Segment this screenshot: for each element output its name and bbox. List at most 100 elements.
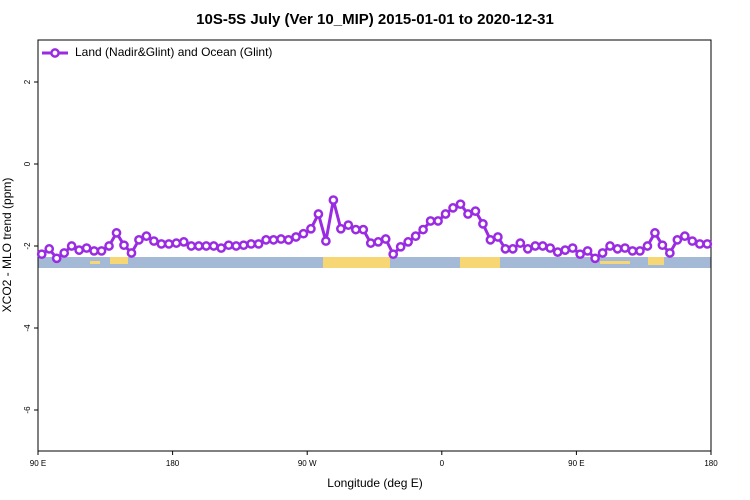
data-point bbox=[567, 243, 578, 253]
y-tick-label: -4 bbox=[23, 324, 32, 332]
data-point bbox=[178, 237, 189, 247]
data-point bbox=[89, 246, 99, 256]
data-point bbox=[597, 248, 608, 258]
data-point bbox=[620, 243, 630, 253]
data-point bbox=[440, 209, 451, 219]
data-point bbox=[186, 241, 197, 251]
data-point bbox=[231, 241, 242, 251]
data-point bbox=[605, 241, 615, 251]
data-point bbox=[328, 195, 339, 205]
data-point bbox=[642, 241, 653, 251]
x-tick-label: 90 E bbox=[30, 459, 46, 468]
x-tick-label: 0 bbox=[440, 459, 445, 468]
data-point bbox=[36, 249, 47, 260]
data-point bbox=[470, 206, 481, 216]
legend-label: Land (Nadir&Glint) and Ocean (Glint) bbox=[75, 45, 272, 59]
data-point bbox=[552, 247, 563, 257]
map-band bbox=[38, 257, 711, 268]
data-point bbox=[201, 241, 212, 251]
data-point bbox=[575, 249, 585, 260]
data-point bbox=[156, 239, 167, 249]
data-point bbox=[687, 236, 698, 246]
data-point bbox=[193, 241, 204, 251]
data-point bbox=[51, 253, 62, 264]
data-point bbox=[694, 239, 705, 249]
data-point bbox=[321, 236, 331, 246]
data-point bbox=[485, 235, 496, 245]
data-point bbox=[306, 223, 316, 234]
data-point bbox=[679, 231, 690, 242]
data-point bbox=[455, 199, 466, 210]
data-point bbox=[612, 244, 623, 254]
y-tick-label: 2 bbox=[23, 79, 32, 84]
data-point bbox=[313, 209, 324, 219]
data-point bbox=[261, 235, 271, 245]
data-point bbox=[425, 216, 436, 226]
data-point bbox=[126, 248, 137, 258]
data-point bbox=[298, 228, 309, 239]
data-point bbox=[388, 249, 399, 260]
data-point bbox=[380, 234, 391, 244]
data-point bbox=[657, 240, 668, 251]
data-point bbox=[635, 246, 645, 256]
data-point bbox=[433, 216, 443, 226]
legend-marker bbox=[50, 48, 60, 58]
data-point bbox=[216, 243, 227, 253]
data-point bbox=[365, 238, 376, 248]
data-point bbox=[350, 224, 361, 235]
data-point bbox=[448, 203, 458, 213]
data-point bbox=[650, 228, 660, 238]
y-tick-label: -6 bbox=[23, 406, 32, 414]
data-point bbox=[104, 241, 114, 251]
data-point bbox=[223, 240, 234, 251]
data-point bbox=[627, 246, 638, 256]
x-tick-label: 180 bbox=[166, 459, 180, 468]
data-point bbox=[291, 232, 301, 242]
data-point bbox=[81, 243, 92, 253]
data-point bbox=[66, 241, 77, 251]
data-point bbox=[246, 239, 256, 249]
data-point bbox=[268, 235, 279, 245]
data-point bbox=[403, 237, 413, 247]
x-tick-label: 90 E bbox=[568, 459, 584, 468]
data-point bbox=[59, 248, 70, 258]
data-point bbox=[537, 241, 548, 251]
chart-title: 10S-5S July (Ver 10_MIP) 2015-01-01 to 2… bbox=[196, 11, 554, 28]
data-point bbox=[515, 238, 526, 248]
data-point bbox=[373, 237, 384, 247]
data-point bbox=[665, 248, 675, 258]
data-point bbox=[463, 209, 473, 219]
data-point bbox=[111, 228, 122, 238]
y-tick-label: 0 bbox=[23, 161, 32, 166]
data-point bbox=[238, 240, 249, 251]
x-tick-label: 180 bbox=[704, 459, 718, 468]
data-point bbox=[134, 235, 144, 245]
data-point bbox=[74, 245, 84, 255]
data-point bbox=[119, 240, 129, 251]
data-point bbox=[507, 244, 518, 254]
data-point bbox=[343, 220, 354, 230]
data-point bbox=[171, 238, 182, 248]
data-point bbox=[493, 232, 503, 242]
data-point bbox=[530, 241, 541, 251]
data-point bbox=[208, 241, 219, 251]
data-point bbox=[44, 244, 55, 254]
data-point bbox=[702, 239, 713, 249]
y-tick-label: -2 bbox=[23, 242, 32, 250]
data-point bbox=[418, 224, 428, 235]
x-tick-label: 90 W bbox=[298, 459, 317, 468]
y-axis-label: XCO2 - MLO trend (ppm) bbox=[0, 178, 14, 313]
data-point bbox=[149, 236, 159, 246]
data-point bbox=[410, 231, 421, 242]
data-point bbox=[522, 244, 533, 254]
data-point bbox=[164, 239, 174, 249]
data-point bbox=[276, 234, 286, 244]
data-point bbox=[141, 231, 152, 242]
data-point bbox=[96, 246, 107, 256]
data-point bbox=[358, 224, 369, 235]
data-point bbox=[395, 241, 406, 252]
data-point bbox=[590, 253, 600, 264]
data-point bbox=[582, 246, 593, 256]
data-point bbox=[336, 223, 346, 234]
